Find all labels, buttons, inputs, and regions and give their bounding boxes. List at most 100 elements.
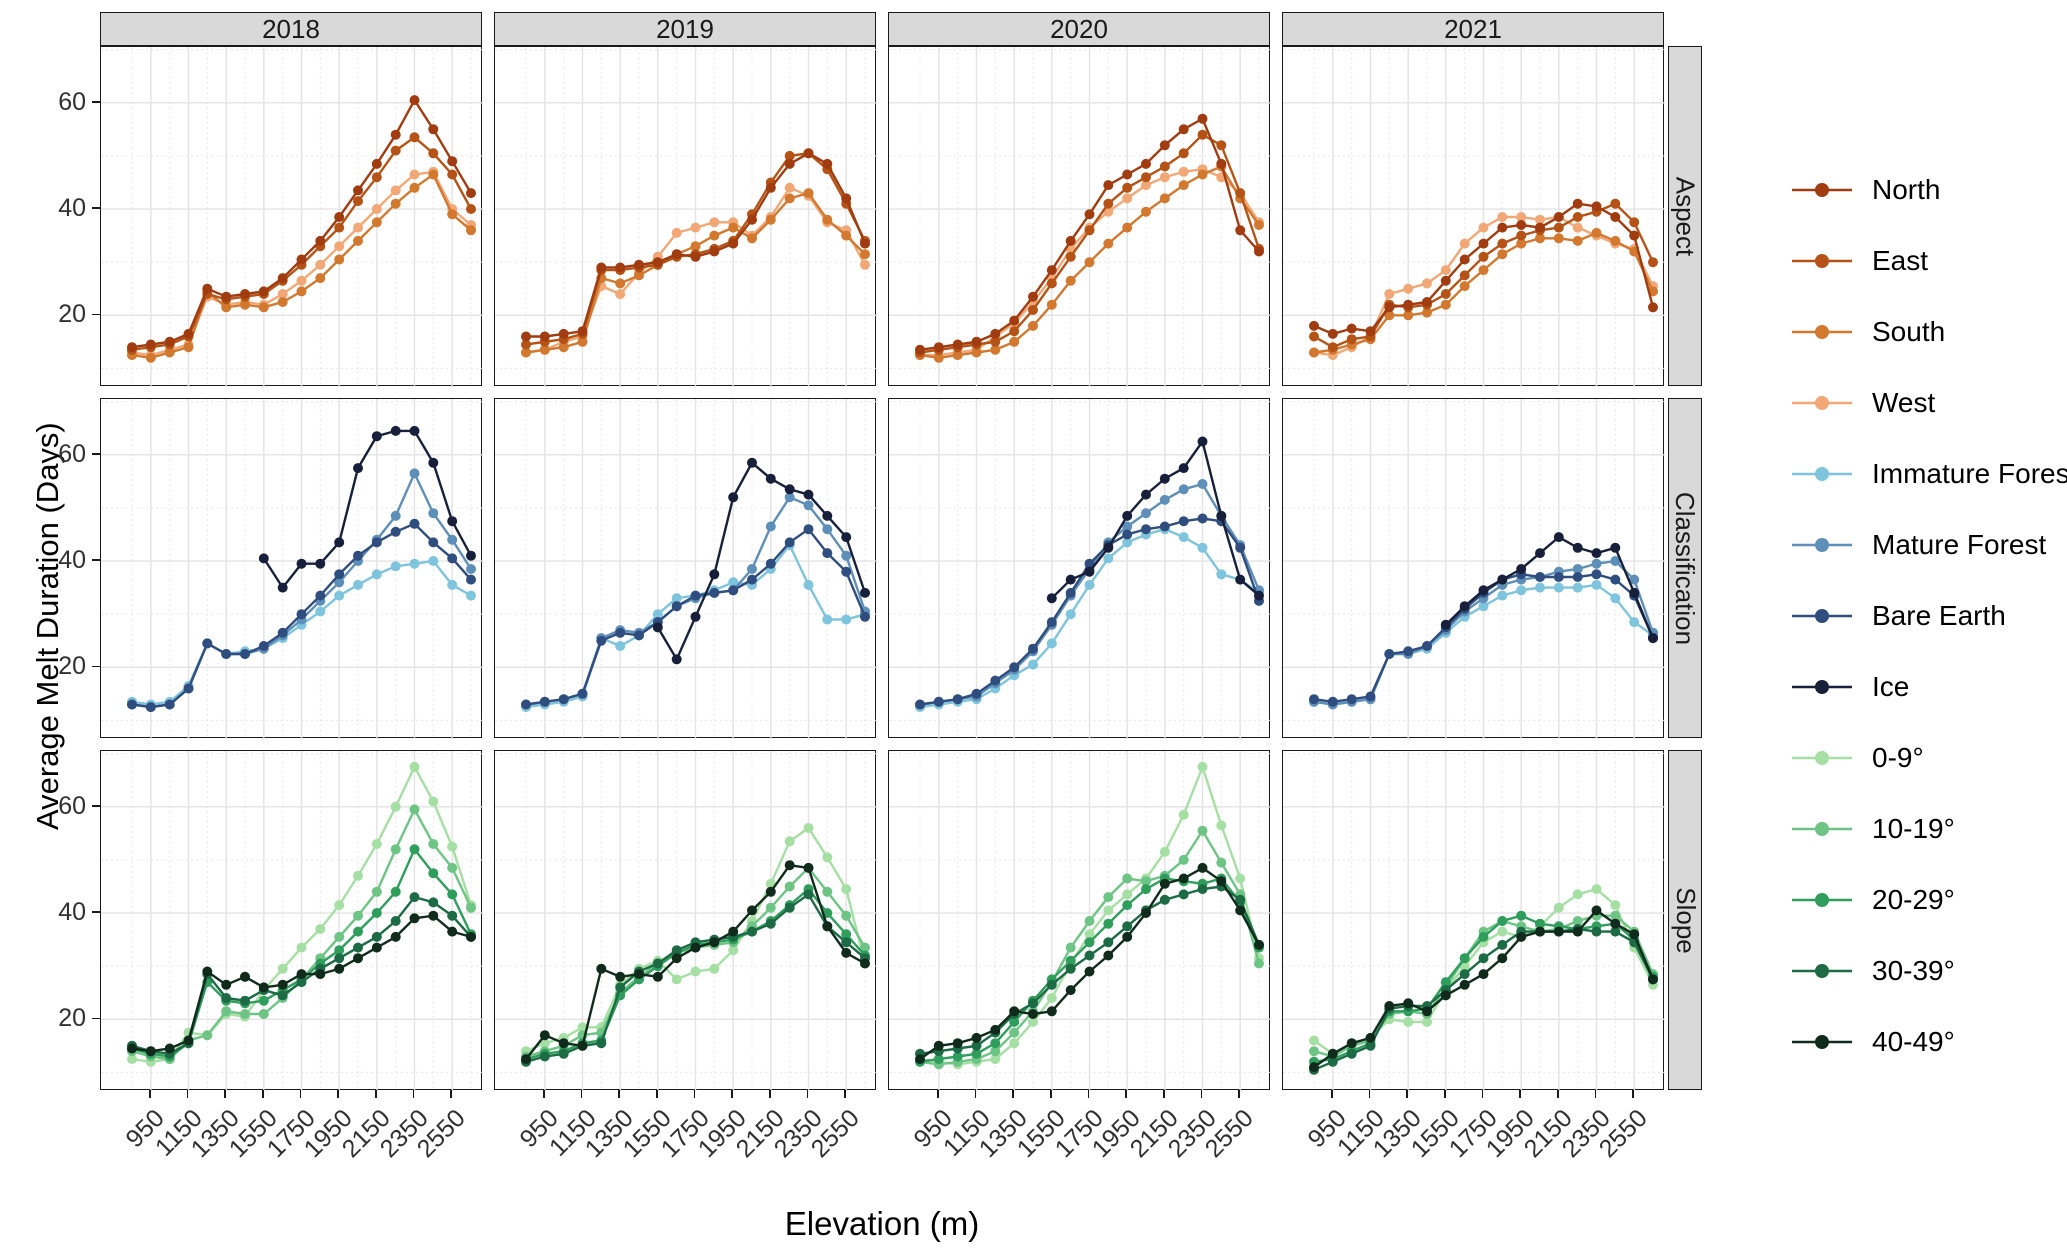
data-point <box>1516 931 1527 942</box>
data-point <box>127 1054 137 1065</box>
data-point <box>1384 310 1395 321</box>
data-point <box>652 609 663 620</box>
data-point <box>1516 585 1527 596</box>
data-point <box>1197 436 1208 447</box>
data-point <box>558 1048 569 1059</box>
data-point <box>539 696 550 707</box>
data-point <box>1572 582 1583 593</box>
data-point <box>371 172 382 183</box>
data-point <box>1046 979 1057 990</box>
data-point <box>1009 315 1020 326</box>
data-point <box>1553 212 1564 222</box>
data-point <box>709 587 720 598</box>
data-point <box>596 1038 607 1049</box>
data-point <box>577 336 588 347</box>
data-point <box>1572 926 1583 937</box>
x-axis-title: Elevation (m) <box>784 1205 980 1242</box>
data-point <box>409 913 420 924</box>
data-point <box>1028 659 1038 670</box>
data-point <box>1591 569 1602 580</box>
data-point <box>671 654 682 665</box>
data-point <box>409 169 420 180</box>
data-point <box>1103 905 1114 916</box>
data-point <box>1159 494 1170 505</box>
data-point <box>1216 857 1227 868</box>
legend-label: Mature Forest <box>1872 529 2047 560</box>
data-point <box>1122 921 1133 932</box>
data-point <box>1629 617 1640 628</box>
facet-strip-slope: Slope <box>1668 750 1702 1090</box>
data-point <box>765 886 776 897</box>
data-point <box>277 297 288 307</box>
data-point <box>1535 926 1545 937</box>
data-point <box>371 158 382 169</box>
data-point <box>409 558 420 569</box>
legend-key-icon <box>1792 893 1852 907</box>
data-point <box>353 235 363 246</box>
data-point <box>353 196 363 207</box>
data-point <box>1197 862 1208 873</box>
data-point <box>466 902 476 913</box>
data-point <box>353 579 363 590</box>
data-point <box>1159 140 1170 151</box>
data-point <box>615 278 626 289</box>
data-point <box>1046 1006 1057 1017</box>
data-point <box>1572 222 1583 233</box>
data-point <box>1197 884 1208 895</box>
data-point <box>521 347 531 358</box>
data-point <box>1141 180 1151 191</box>
data-point <box>1197 825 1208 836</box>
data-point <box>1648 974 1658 985</box>
data-point <box>258 641 269 651</box>
data-point <box>1478 251 1489 262</box>
data-point <box>709 217 720 228</box>
data-point <box>447 209 458 220</box>
data-point <box>933 352 944 363</box>
data-point <box>1141 876 1151 887</box>
data-point <box>652 257 663 268</box>
data-point <box>1309 1035 1319 1046</box>
data-point <box>315 969 326 980</box>
data-point <box>860 238 870 249</box>
data-point <box>1028 998 1038 1009</box>
data-point <box>1046 617 1057 628</box>
data-point <box>784 537 795 548</box>
data-point <box>841 230 852 241</box>
data-point <box>1553 902 1564 913</box>
data-point <box>558 694 569 705</box>
data-point <box>1610 574 1621 585</box>
data-point <box>1028 1009 1038 1019</box>
data-point <box>1028 643 1038 654</box>
legend-key-icon <box>1792 822 1852 836</box>
data-point <box>728 945 739 956</box>
data-point <box>933 1040 944 1051</box>
panel-classification-2021 <box>1282 398 1665 739</box>
data-point <box>860 259 870 270</box>
data-point <box>1103 918 1114 929</box>
data-point <box>1159 521 1170 532</box>
data-point <box>952 339 963 350</box>
data-point <box>1028 305 1038 315</box>
data-point <box>145 702 156 713</box>
data-point <box>390 916 401 926</box>
data-point <box>240 971 250 982</box>
data-point <box>1084 566 1095 577</box>
data-point <box>747 574 757 585</box>
data-point <box>353 942 363 953</box>
data-point <box>596 262 607 273</box>
data-point <box>728 492 739 503</box>
data-point <box>1065 574 1076 585</box>
data-point <box>221 302 232 313</box>
x-tick <box>937 1090 939 1098</box>
data-point <box>353 185 363 196</box>
data-point <box>1346 694 1357 705</box>
data-point <box>258 982 269 993</box>
data-point <box>860 942 870 953</box>
data-point <box>1103 238 1114 249</box>
data-point <box>1065 275 1076 286</box>
data-point <box>822 214 833 225</box>
y-tick-label: 20 <box>58 300 86 329</box>
legend-key-icon <box>1792 183 1852 197</box>
data-point <box>577 326 588 337</box>
